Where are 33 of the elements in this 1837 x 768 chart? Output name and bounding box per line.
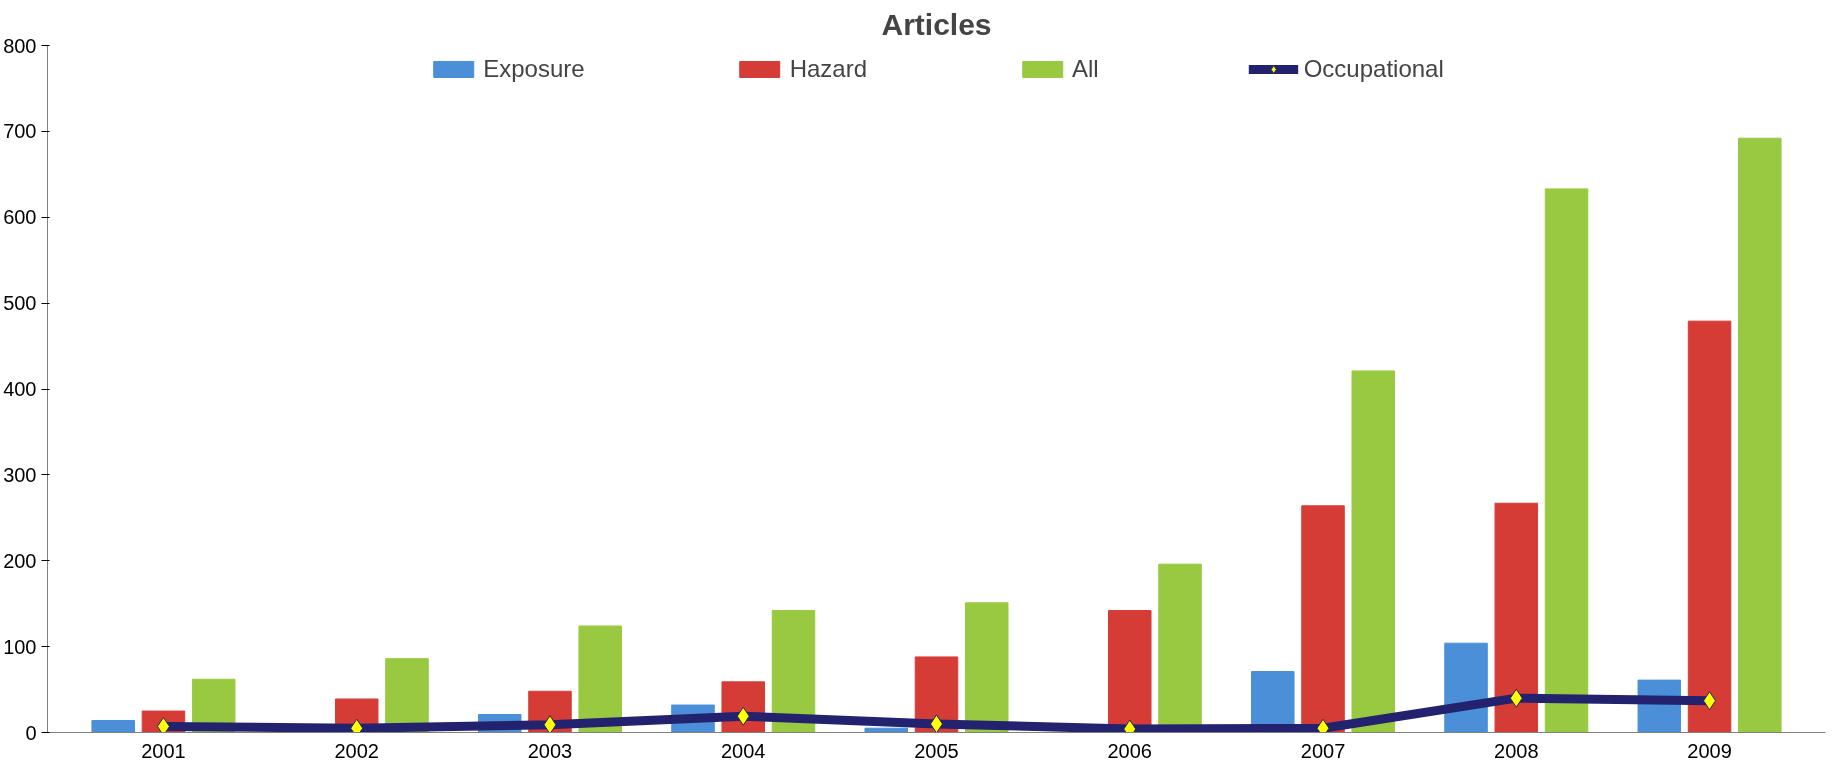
x-tick-label: 2001 [141,739,186,762]
y-tick-label: 700 [3,120,37,143]
bar [1687,320,1732,733]
y-tick-label: 500 [3,292,37,315]
x-tick-label: 2006 [1107,739,1153,762]
x-tick-label: 2008 [1494,739,1539,762]
chart-title: Articles [881,7,992,41]
bar [1494,502,1539,733]
y-tick-label: 200 [3,549,37,572]
y-tick-label: 400 [3,378,37,400]
x-tick-label: 2005 [914,739,959,762]
x-tick-label: 2007 [1300,739,1346,762]
y-tick-label: 600 [3,206,37,229]
legend-label: All [1072,55,1099,83]
legend-label: Occupational [1303,55,1444,83]
bar [91,719,135,733]
bar [1544,188,1589,733]
y-tick-label: 0 [25,721,37,744]
bar [578,625,622,733]
x-tick-label: 2004 [720,739,766,762]
bar [1301,505,1345,733]
y-tick-label: 800 [3,34,37,57]
bar [964,602,1009,733]
x-tick-label: 2003 [527,739,573,762]
legend-label: Exposure [483,55,585,83]
bar [771,610,816,733]
y-tick-label: 100 [3,635,37,658]
y-tick-label: 300 [3,463,37,486]
bar [1738,137,1782,733]
bar [1351,370,1396,733]
legend-label: Hazard [789,55,867,83]
x-tick-label: 2002 [334,739,379,762]
x-tick-label: 2009 [1687,739,1732,762]
